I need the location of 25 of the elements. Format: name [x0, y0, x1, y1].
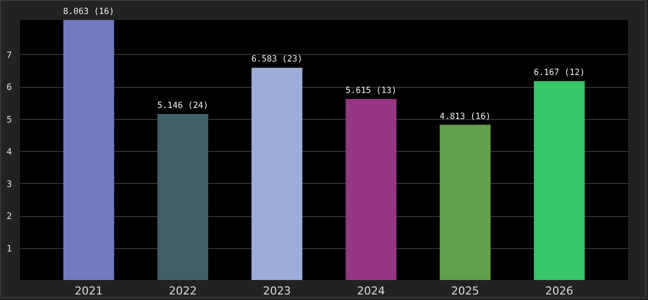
y-tick-label: 7 [6, 50, 12, 61]
bar [157, 114, 208, 280]
data-label: 8.063 (16) [63, 7, 114, 17]
bar [440, 124, 491, 280]
bar [346, 98, 396, 280]
y-tick-label: 6 [6, 83, 12, 94]
y-tick-label: 5 [6, 115, 12, 126]
y-tick-label: 3 [6, 180, 12, 190]
y-tick-label: 1 [6, 244, 12, 254]
data-label: 6.167 (12) [534, 68, 585, 78]
bar [252, 68, 302, 280]
x-tick-label: 2022 [168, 284, 197, 298]
bar [534, 81, 585, 280]
bar [63, 20, 114, 280]
data-label: 4.813 (16) [440, 112, 491, 122]
y-tick-label: 4 [6, 148, 12, 158]
data-label: 5.615 (13) [345, 86, 397, 96]
x-tick-label: 2021 [74, 284, 103, 298]
data-label: 5.146 (24) [157, 101, 208, 112]
x-tick-label: 2024 [357, 284, 386, 298]
x-tick-label: 2025 [451, 284, 480, 298]
data-label: 6.583 (23) [251, 54, 303, 65]
y-tick-label: 2 [6, 212, 12, 222]
x-tick-label: 2023 [262, 284, 291, 298]
x-tick-label: 2026 [545, 284, 574, 298]
